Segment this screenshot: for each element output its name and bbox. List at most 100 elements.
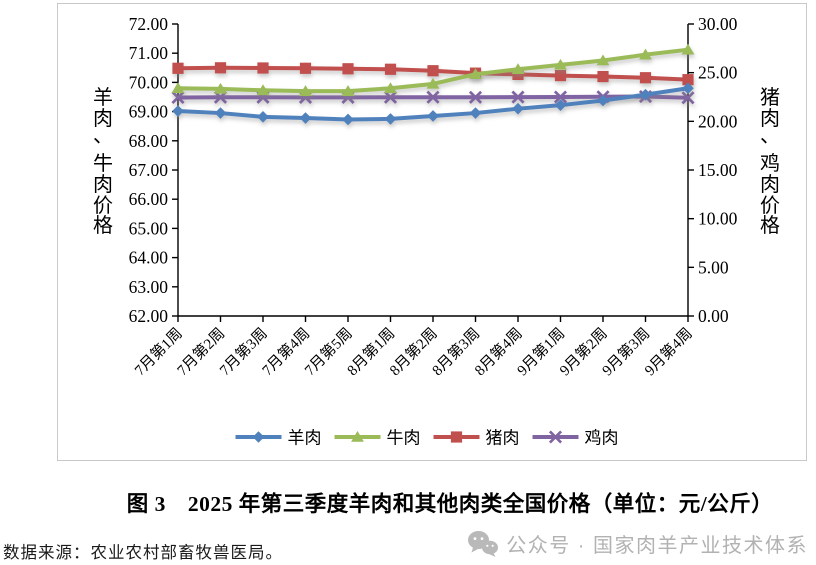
- left-axis-tick-label: 63.00: [129, 277, 169, 297]
- left-axis-title: 肉: [93, 173, 113, 196]
- data-point-square: [172, 62, 184, 74]
- legend-item-鸡肉: 鸡肉: [532, 429, 619, 448]
- watermark-text: 公众号 · 国家肉羊产业技术体系: [506, 535, 808, 557]
- data-point-diamond: [682, 82, 694, 95]
- data-source-note: 数据来源：农业农村部畜牧兽医局。: [3, 543, 283, 562]
- data-point-triangle: [639, 48, 652, 60]
- data-point-diamond: [597, 94, 609, 107]
- data-point-x: [468, 90, 483, 104]
- left-axis-title: 、: [93, 125, 113, 147]
- right-axis-tick-label: 15.00: [698, 160, 738, 180]
- data-point-triangle: [341, 85, 355, 96]
- data-point-triangle: [214, 82, 227, 94]
- data-point-diamond: [639, 88, 652, 101]
- right-axis-tick-label: 5.00: [698, 257, 729, 277]
- right-axis-tick-label: 30.00: [698, 14, 738, 34]
- data-point-x: [171, 90, 185, 105]
- data-point-square: [682, 74, 694, 86]
- data-point-diamond: [214, 107, 227, 119]
- data-point-square: [342, 63, 354, 75]
- legend-item-羊肉: 羊肉: [235, 429, 322, 448]
- left-axis-tick-label: 71.00: [129, 43, 169, 63]
- data-point-square: [214, 62, 227, 74]
- left-axis-tick-label: 72.00: [129, 14, 169, 34]
- data-point-triangle: [426, 77, 440, 89]
- series-羊肉: [172, 82, 694, 126]
- data-point-x: [681, 91, 695, 105]
- data-point-square: [384, 63, 397, 75]
- data-point-x: [553, 90, 568, 104]
- left-axis-tick-label: 67.00: [129, 160, 169, 180]
- data-point-triangle: [351, 431, 364, 442]
- data-point-x: [548, 430, 563, 444]
- data-point-triangle: [469, 68, 482, 80]
- data-point-diamond: [512, 102, 524, 115]
- wechat-icon: [468, 530, 499, 557]
- data-point-x: [511, 90, 525, 104]
- data-point-diamond: [469, 107, 482, 119]
- data-point-diamond: [554, 99, 567, 111]
- data-point-triangle: [554, 58, 567, 70]
- data-point-triangle: [256, 84, 270, 96]
- data-point-square: [639, 72, 652, 84]
- data-point-square: [554, 69, 567, 82]
- left-axis-title: 牛: [93, 152, 113, 175]
- right-axis-tick-label: 20.00: [698, 111, 738, 131]
- left-axis-tick-label: 66.00: [129, 189, 169, 209]
- left-axis-title: 价: [93, 195, 113, 217]
- right-axis-title: 、: [760, 125, 780, 147]
- right-axis-tick-label: 10.00: [698, 209, 738, 229]
- data-point-triangle: [171, 82, 185, 94]
- data-point-square: [257, 62, 269, 74]
- left-axis-tick-label: 70.00: [129, 72, 169, 92]
- left-axis-title: 肉: [93, 107, 113, 130]
- right-axis-title: 鸡: [760, 152, 780, 175]
- legend-item-猪肉: 猪肉: [433, 429, 520, 448]
- data-point-square: [427, 65, 439, 77]
- right-axis-title: 猪: [760, 86, 780, 109]
- legend-label: 羊肉: [288, 429, 322, 448]
- left-axis-title: 格: [93, 214, 113, 237]
- left-axis-tick-label: 65.00: [129, 218, 169, 238]
- legend-label: 猪肉: [486, 429, 520, 448]
- data-point-diamond: [299, 112, 312, 124]
- right-axis-tick-label: 25.00: [698, 63, 738, 83]
- data-point-triangle: [511, 63, 525, 75]
- legend-label: 牛肉: [387, 429, 421, 448]
- data-point-triangle: [681, 43, 695, 55]
- data-point-diamond: [252, 431, 265, 443]
- data-point-x: [383, 90, 398, 104]
- series-牛肉: [171, 43, 695, 96]
- x-axis-category-label: 9月第4周: [641, 324, 696, 379]
- price-line-chart: 72.00 71.00 70.00 69.00 68.00 67.00 66.00 65.00…: [93, 14, 780, 448]
- right-axis-title: 价: [760, 195, 780, 217]
- right-axis-tick-label: 0.00: [698, 306, 729, 326]
- data-point-triangle: [596, 54, 610, 66]
- data-point-triangle: [299, 85, 312, 96]
- data-point-square: [512, 68, 524, 81]
- data-point-x: [426, 90, 440, 104]
- left-axis-tick-label: 62.00: [129, 306, 169, 326]
- data-point-diamond: [257, 111, 269, 123]
- legend-label: 鸡肉: [585, 429, 619, 448]
- left-axis-tick-label: 68.00: [129, 131, 169, 151]
- legend-item-牛肉: 牛肉: [334, 429, 421, 448]
- right-axis-title: 肉: [760, 107, 780, 130]
- data-point-square: [450, 431, 463, 443]
- data-point-diamond: [342, 113, 354, 126]
- legend: 羊肉 牛肉 猪肉 鸡肉: [235, 429, 619, 448]
- right-axis-title: 格: [760, 214, 780, 237]
- left-axis-tick-label: 69.00: [129, 102, 169, 122]
- left-axis-title: 羊: [93, 86, 113, 109]
- watermark: 公众号 · 国家肉羊产业技术体系: [467, 529, 808, 558]
- data-point-diamond: [384, 113, 397, 125]
- data-point-square: [299, 62, 312, 74]
- data-point-square: [597, 70, 609, 83]
- left-axis-tick-label: 64.00: [129, 248, 169, 268]
- right-axis-title: 肉: [760, 173, 780, 196]
- data-point-diamond: [172, 105, 184, 117]
- data-point-triangle: [384, 82, 397, 94]
- figure-caption: 图 3 2025 年第三季度羊肉和其他肉类全国价格（单位：元/公斤）: [126, 492, 774, 516]
- data-point-diamond: [427, 110, 439, 122]
